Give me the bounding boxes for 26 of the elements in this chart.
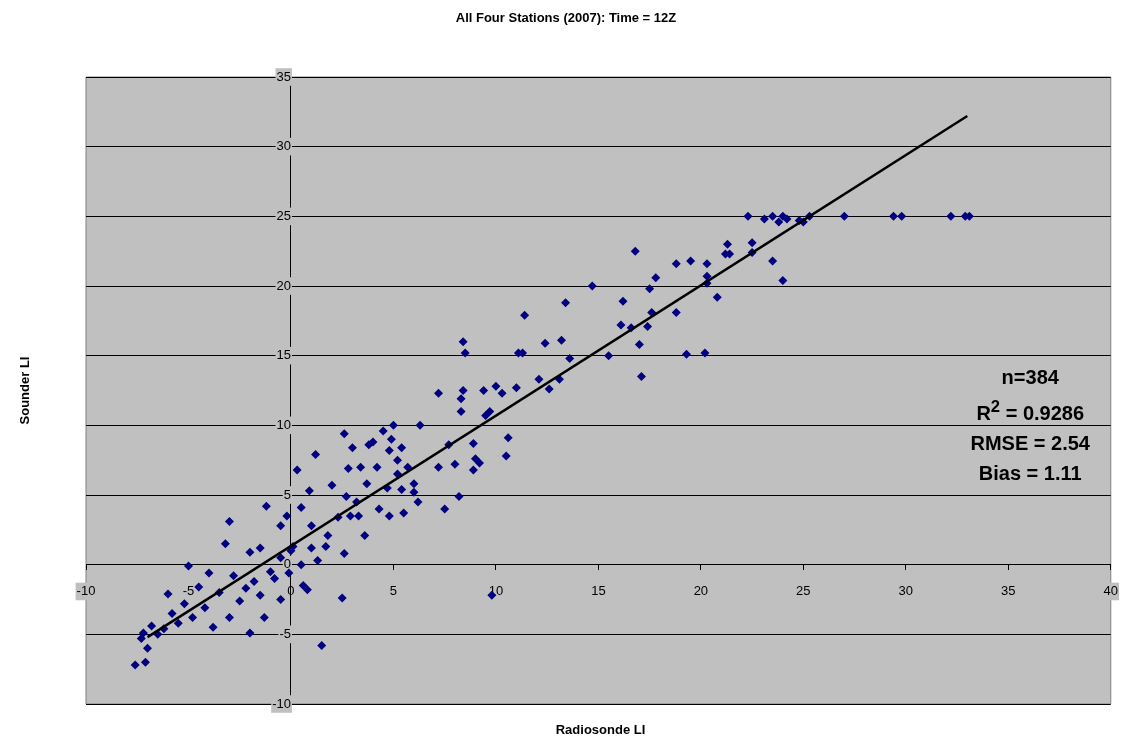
y-tick-label: 30: [276, 138, 291, 154]
x-tick-label: 15: [591, 583, 606, 599]
y-axis-title: Sounder LI: [16, 355, 32, 427]
y-tick-label: 25: [276, 207, 291, 223]
y-tick-label: 0: [283, 556, 291, 572]
x-axis-title: Radiosonde LI: [554, 722, 647, 737]
x-tick-label: 20: [693, 583, 709, 599]
annotation: RMSE = 2.54: [970, 430, 1090, 456]
y-tick-label: 20: [276, 277, 291, 293]
x-tick-label: 5: [389, 583, 398, 599]
annotation: n=384: [1000, 365, 1060, 390]
y-tick-label: 35: [276, 68, 291, 84]
x-tick-label: 30: [898, 583, 914, 599]
y-tick-label: 5: [283, 486, 291, 502]
y-tick-label: 10: [276, 416, 291, 432]
x-tick-label: -10: [76, 583, 96, 599]
x-tick-label: 25: [796, 583, 811, 599]
chart-title: All Four Stations (2007): Time = 12Z: [454, 10, 678, 25]
x-tick-label: -5: [182, 583, 195, 599]
y-tick-label: 15: [276, 347, 291, 363]
x-tick-label: 40: [1103, 583, 1118, 599]
y-tick-label: -10: [272, 695, 291, 711]
x-tick-label: 35: [1001, 583, 1016, 599]
annotation: R$^{2}$ = 0.9286: [975, 396, 1086, 426]
annotation: Bias = 1.11: [977, 460, 1083, 486]
y-tick-label: -5: [279, 625, 291, 641]
